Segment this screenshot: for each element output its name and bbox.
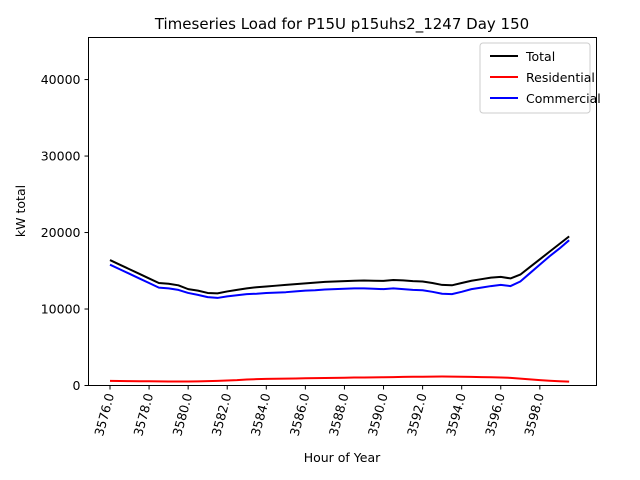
y-tick-label: 20000 <box>41 225 81 240</box>
chart-title: Timeseries Load for P15U p15uhs2_1247 Da… <box>154 15 529 34</box>
x-axis-label: Hour of Year <box>304 450 381 465</box>
y-tick-label: 30000 <box>41 149 81 164</box>
series-line-commercial <box>109 239 570 299</box>
series-line-residential <box>109 375 570 383</box>
plot-frame <box>88 37 597 386</box>
series-line-total <box>109 235 570 295</box>
y-tick-label: 40000 <box>41 72 81 87</box>
legend-label-total: Total <box>525 49 555 64</box>
y-axis-ticks: 0 10000 20000 30000 40000 <box>41 72 89 393</box>
legend: Total Residential Commercial <box>479 42 601 114</box>
y-axis-label: kW total <box>13 185 28 237</box>
y-tick-label: 10000 <box>41 302 81 317</box>
series-lines <box>109 235 570 383</box>
legend-box <box>479 42 591 114</box>
legend-label-residential: Residential <box>526 70 595 85</box>
y-tick-label: 0 <box>73 378 81 393</box>
legend-label-commercial: Commercial <box>526 91 601 106</box>
